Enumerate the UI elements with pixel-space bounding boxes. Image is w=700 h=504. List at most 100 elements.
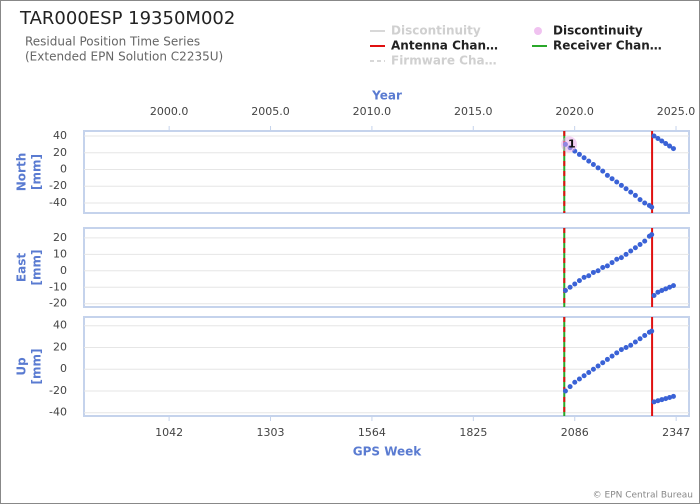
data-point — [670, 393, 676, 399]
y-tick-label: -20 — [49, 179, 67, 192]
data-point — [670, 146, 676, 152]
data-point — [659, 288, 665, 294]
legend-label: Receiver Chan… — [553, 39, 662, 53]
data-point — [586, 158, 592, 164]
panel-frame — [83, 316, 690, 417]
data-point — [628, 248, 634, 254]
data-point — [637, 197, 643, 203]
data-point — [649, 328, 655, 334]
data-point — [670, 283, 676, 289]
footer: © EPN Central Bureau — [593, 491, 693, 501]
y-tick-label: -20 — [49, 297, 67, 310]
subtitle: Residual Position Time Series — [25, 35, 200, 49]
y-tick-label: -40 — [49, 406, 67, 419]
data-point — [572, 379, 578, 385]
x2-axis-label: Year — [371, 89, 402, 103]
y-axis-label: Up — [15, 357, 29, 376]
data-point — [586, 273, 592, 279]
data-point — [562, 388, 568, 394]
x-axis-label: GPS Week — [353, 445, 423, 459]
data-point — [628, 342, 634, 348]
data-point — [576, 376, 582, 382]
panel-frame — [83, 130, 690, 214]
x-tick-label: 2347 — [662, 426, 690, 439]
x2-tick-label: 2015.0 — [454, 105, 493, 118]
data-point — [618, 255, 624, 261]
legend-label: Discontinuity — [391, 24, 481, 38]
x2-tick-label: 2025.0 — [657, 105, 696, 118]
legend-label: Firmware Cha… — [391, 54, 497, 68]
y-tick-label: 0 — [60, 362, 67, 375]
y-tick-label: -10 — [49, 280, 67, 293]
data-point — [595, 268, 601, 274]
y-tick-label: 20 — [53, 340, 67, 353]
data-point — [609, 260, 615, 266]
data-point — [628, 189, 634, 195]
x-tick-label: 1303 — [257, 426, 285, 439]
data-point — [600, 168, 606, 174]
data-point — [651, 133, 657, 139]
data-point — [632, 245, 638, 251]
data-point — [642, 332, 648, 338]
data-point — [590, 269, 596, 275]
y-tick-label: 40 — [53, 129, 67, 142]
data-point — [618, 347, 624, 353]
data-point — [581, 373, 587, 379]
data-point — [642, 200, 648, 206]
y-tick-label: -40 — [49, 196, 67, 209]
x-tick-label: 1564 — [358, 426, 386, 439]
data-point — [649, 204, 655, 210]
subtitle: (Extended EPN Solution C2235U) — [25, 50, 223, 64]
x-tick-label: 1825 — [459, 426, 487, 439]
x2-tick-label: 2020.0 — [555, 105, 594, 118]
legend-label: Discontinuity — [553, 24, 643, 38]
data-point — [637, 336, 643, 342]
y-axis-label: North — [15, 153, 29, 191]
data-point — [581, 155, 587, 161]
data-point — [614, 179, 620, 185]
x2-tick-label: 2010.0 — [353, 105, 392, 118]
y-tick-label: 0 — [60, 264, 67, 277]
y-tick-label: -20 — [49, 384, 67, 397]
data-point — [651, 292, 657, 298]
data-point — [604, 356, 610, 362]
data-point — [567, 284, 573, 290]
data-point — [663, 286, 669, 292]
data-point — [655, 398, 661, 404]
y-tick-label: 20 — [53, 231, 67, 244]
data-point — [614, 350, 620, 356]
data-point — [562, 288, 568, 294]
data-point — [667, 143, 673, 149]
y-tick-label: 10 — [53, 247, 67, 260]
y-axis-label: [mm] — [30, 250, 44, 286]
data-point — [623, 186, 629, 192]
data-point — [609, 176, 615, 182]
data-point — [604, 172, 610, 178]
data-point — [663, 396, 669, 402]
data-point — [659, 397, 665, 403]
legend-label: Antenna Chan… — [391, 39, 498, 53]
data-point — [600, 360, 606, 366]
data-point — [651, 399, 657, 405]
y-tick-label: 0 — [60, 162, 67, 175]
data-point — [618, 182, 624, 188]
data-point — [590, 161, 596, 167]
chart-title: TAR000ESP 19350M002 — [19, 8, 235, 29]
data-point — [623, 251, 629, 257]
data-point — [632, 339, 638, 345]
data-point — [623, 344, 629, 350]
x2-tick-label: 2005.0 — [251, 105, 290, 118]
data-point — [663, 141, 669, 147]
data-point — [581, 274, 587, 280]
x-tick-label: 2086 — [561, 426, 589, 439]
y-axis-label: East — [15, 253, 29, 282]
data-point — [576, 151, 582, 157]
y-tick-label: 40 — [53, 319, 67, 332]
data-point — [655, 136, 661, 142]
data-point — [659, 138, 665, 144]
data-point — [567, 384, 573, 390]
data-point — [642, 238, 648, 244]
y-tick-label: 20 — [53, 146, 67, 159]
